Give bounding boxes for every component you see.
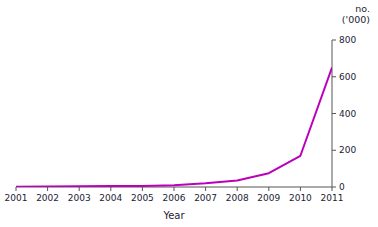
x-tick-label: 2009	[257, 193, 280, 203]
chart-svg: 2001 2002 2003 2004 2005 2006 2007 2008 2009 2010…	[0, 0, 378, 227]
data-line	[16, 68, 332, 187]
x-tick-label: 2004	[99, 193, 122, 203]
y-tick	[332, 187, 336, 188]
y-tick	[332, 150, 336, 151]
x-tick	[300, 187, 301, 191]
y-tick	[332, 113, 336, 114]
x-tick-label: 2001	[5, 193, 28, 203]
y-axis-label: ('000)	[342, 14, 370, 25]
x-axis-label: Year	[162, 210, 185, 221]
x-tick	[268, 187, 269, 191]
x-tick	[47, 187, 48, 191]
x-tick	[110, 187, 111, 191]
y-tick-label: 0	[339, 182, 345, 192]
x-tick	[16, 187, 17, 191]
y-tick-label: 600	[339, 72, 356, 82]
x-tick	[237, 187, 238, 191]
x-tick-label: 2010	[289, 193, 312, 203]
y-tick-label: 400	[339, 109, 356, 119]
y-tick	[332, 76, 336, 77]
x-tick	[205, 187, 206, 191]
x-tick-label: 2011	[321, 193, 344, 203]
x-tick	[332, 187, 333, 191]
y-tick	[332, 40, 336, 41]
x-tick-label: 2003	[68, 193, 91, 203]
x-tick-label: 2005	[131, 193, 154, 203]
plot-area	[16, 68, 332, 187]
x-tick-label: 2007	[194, 193, 217, 203]
x-tick	[174, 187, 175, 191]
x-tick	[142, 187, 143, 191]
x-tick-label: 2008	[226, 193, 249, 203]
y-axis-label: no.	[355, 3, 370, 14]
x-tick-label: 2006	[163, 193, 186, 203]
x-tick	[79, 187, 80, 191]
x-tick-label: 2002	[36, 193, 59, 203]
y-tick-label: 200	[339, 145, 356, 155]
y-tick-label: 800	[339, 35, 356, 45]
chart-container: 2001 2002 2003 2004 2005 2006 2007 2008 2009 2010…	[0, 0, 378, 227]
